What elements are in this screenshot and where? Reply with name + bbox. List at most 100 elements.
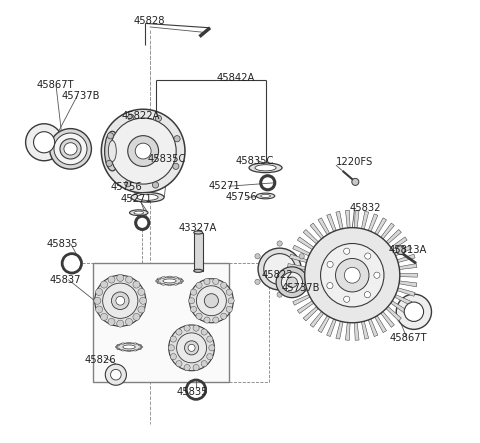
Circle shape — [108, 276, 115, 283]
Circle shape — [255, 254, 260, 259]
Ellipse shape — [157, 278, 161, 280]
Polygon shape — [303, 307, 318, 321]
Polygon shape — [397, 288, 415, 296]
Circle shape — [213, 317, 219, 323]
Circle shape — [96, 306, 103, 313]
Text: 45835: 45835 — [46, 238, 78, 249]
Ellipse shape — [168, 284, 171, 286]
Ellipse shape — [108, 140, 116, 162]
Circle shape — [352, 179, 359, 186]
Ellipse shape — [117, 348, 120, 350]
Circle shape — [344, 296, 350, 302]
Ellipse shape — [105, 131, 120, 171]
Polygon shape — [391, 237, 407, 249]
Circle shape — [173, 163, 179, 169]
Polygon shape — [318, 316, 330, 333]
Circle shape — [404, 302, 423, 322]
Ellipse shape — [179, 278, 182, 280]
Text: 45756: 45756 — [110, 182, 142, 192]
Circle shape — [108, 319, 115, 326]
Circle shape — [201, 329, 207, 335]
Polygon shape — [361, 321, 369, 339]
Ellipse shape — [174, 276, 178, 278]
Circle shape — [201, 361, 207, 367]
Polygon shape — [336, 211, 343, 229]
Circle shape — [170, 336, 177, 342]
Ellipse shape — [54, 133, 87, 165]
Circle shape — [111, 292, 129, 310]
Polygon shape — [354, 210, 359, 228]
Circle shape — [221, 313, 227, 319]
Circle shape — [228, 298, 234, 304]
Polygon shape — [361, 211, 369, 229]
Polygon shape — [375, 218, 386, 235]
Polygon shape — [368, 319, 378, 337]
Ellipse shape — [138, 344, 141, 346]
Circle shape — [226, 306, 232, 312]
Circle shape — [116, 296, 125, 305]
Polygon shape — [395, 295, 412, 305]
Circle shape — [135, 143, 151, 159]
Text: 45835C: 45835C — [236, 156, 274, 166]
Ellipse shape — [49, 128, 91, 169]
Ellipse shape — [249, 163, 282, 173]
Polygon shape — [293, 245, 310, 256]
Ellipse shape — [64, 143, 77, 155]
Circle shape — [184, 325, 190, 331]
Circle shape — [128, 136, 158, 167]
Polygon shape — [289, 288, 307, 296]
Ellipse shape — [256, 193, 275, 199]
Circle shape — [190, 279, 233, 323]
Polygon shape — [289, 254, 307, 263]
Ellipse shape — [179, 282, 182, 284]
Circle shape — [213, 278, 219, 284]
Text: 45737B: 45737B — [62, 91, 100, 101]
Circle shape — [153, 182, 158, 188]
Circle shape — [140, 297, 147, 304]
Circle shape — [176, 329, 182, 335]
Ellipse shape — [130, 210, 148, 216]
Circle shape — [191, 289, 197, 295]
Circle shape — [336, 258, 369, 292]
Bar — [194, 233, 203, 271]
Text: 45822A: 45822A — [121, 111, 160, 121]
Circle shape — [321, 244, 384, 307]
Text: 45837: 45837 — [50, 275, 81, 284]
Circle shape — [117, 320, 124, 327]
Ellipse shape — [60, 139, 81, 159]
Ellipse shape — [134, 350, 137, 351]
Circle shape — [196, 282, 202, 288]
Circle shape — [168, 325, 215, 371]
Circle shape — [101, 109, 185, 193]
Ellipse shape — [156, 280, 159, 282]
Text: 45828: 45828 — [134, 16, 166, 26]
Circle shape — [207, 336, 213, 342]
Ellipse shape — [258, 248, 301, 290]
Ellipse shape — [134, 343, 137, 344]
Ellipse shape — [138, 348, 141, 350]
Bar — [93, 263, 229, 382]
Circle shape — [125, 276, 132, 283]
Ellipse shape — [156, 277, 183, 285]
Ellipse shape — [255, 165, 276, 171]
Ellipse shape — [123, 345, 135, 349]
Circle shape — [105, 364, 126, 385]
Text: 45835: 45835 — [177, 387, 208, 397]
Ellipse shape — [194, 231, 203, 234]
Polygon shape — [368, 214, 378, 232]
Circle shape — [193, 365, 199, 371]
Text: 43327A: 43327A — [179, 223, 217, 233]
Circle shape — [156, 115, 161, 121]
Text: 45867T: 45867T — [390, 333, 427, 343]
Circle shape — [184, 365, 190, 371]
Ellipse shape — [157, 282, 161, 284]
Text: 45756: 45756 — [226, 192, 258, 202]
Polygon shape — [318, 218, 330, 235]
Polygon shape — [310, 311, 324, 327]
Circle shape — [396, 294, 432, 329]
Circle shape — [176, 361, 182, 367]
Polygon shape — [288, 264, 305, 269]
Circle shape — [365, 253, 371, 259]
Ellipse shape — [168, 276, 171, 278]
Circle shape — [128, 114, 134, 120]
